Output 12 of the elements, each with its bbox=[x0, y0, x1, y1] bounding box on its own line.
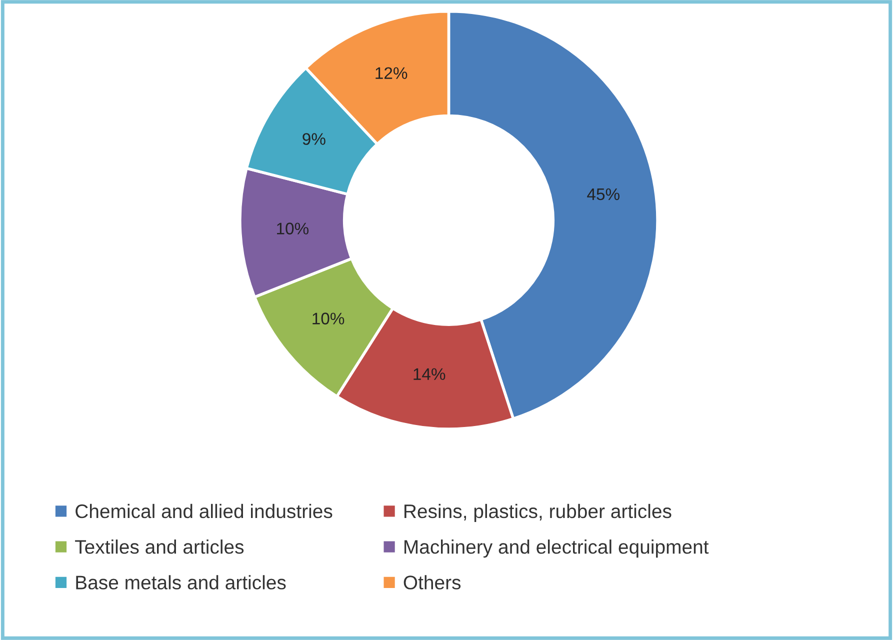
data-label: 45% bbox=[587, 188, 620, 200]
legend-label: Textiles and articles bbox=[75, 540, 244, 554]
data-label: 10% bbox=[277, 222, 309, 234]
data-label: 14% bbox=[414, 368, 446, 380]
data-label: 9% bbox=[302, 133, 326, 145]
legend-label: Chemical and allied industries bbox=[76, 504, 332, 518]
legend-label: Others bbox=[404, 575, 461, 590]
data-label: 12% bbox=[376, 67, 408, 79]
data-label: 10% bbox=[312, 312, 344, 324]
legend-label: Resins, plastics, rubber articles bbox=[404, 504, 672, 522]
legend-label: Base metals and articles bbox=[76, 575, 286, 590]
legend-label: Machinery and electrical equipment bbox=[404, 540, 709, 558]
